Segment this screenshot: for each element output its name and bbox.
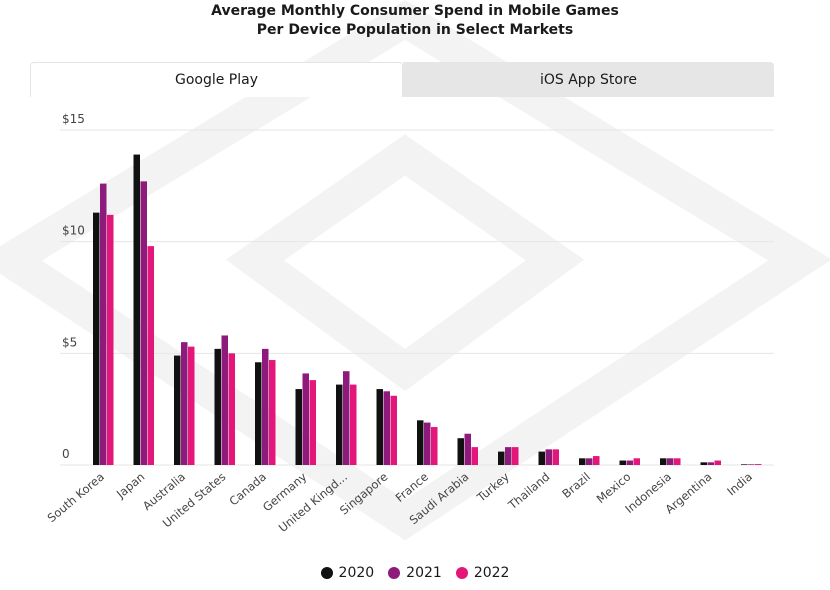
- bar-12-2020: [579, 458, 586, 465]
- bar-16-2020: [741, 464, 748, 465]
- legend-label-2021: 2021: [406, 565, 442, 581]
- bar-9-2021: [464, 433, 471, 465]
- bar-2-2021: [181, 342, 188, 465]
- bar-10-2021: [505, 447, 512, 465]
- bar-14-2021: [667, 458, 674, 465]
- bar-13-2021: [626, 460, 633, 465]
- bar-3-2021: [221, 335, 228, 465]
- bar-7-2021: [383, 391, 390, 465]
- legend-dot-2020: [320, 567, 333, 579]
- bar-13-2020: [619, 460, 626, 465]
- bar-15-2022: [714, 460, 721, 465]
- bar-4-2020: [255, 362, 262, 465]
- bar-16-2022: [755, 464, 762, 465]
- chart-title: Average Monthly Consumer Spend in Mobile…: [0, 2, 830, 40]
- bar-7-2022: [390, 395, 397, 465]
- x-tick-label-11: Thailand: [505, 470, 553, 513]
- bar-12-2022: [593, 456, 600, 465]
- bar-6-2020: [336, 384, 343, 465]
- bar-1-2020: [133, 154, 140, 466]
- bar-3-2020: [214, 348, 221, 465]
- bar-3-2022: [228, 353, 235, 465]
- bar-11-2022: [552, 449, 559, 465]
- bar-10-2022: [512, 447, 519, 465]
- bar-16-2021: [748, 464, 755, 465]
- tab-google-play[interactable]: Google Play: [30, 62, 403, 97]
- bar-8-2021: [424, 422, 431, 465]
- bar-1-2022: [147, 246, 154, 465]
- bar-10-2020: [498, 451, 505, 465]
- bar-15-2021: [707, 462, 714, 465]
- bar-8-2022: [431, 427, 438, 465]
- bar-12-2021: [586, 458, 593, 465]
- bar-5-2021: [302, 373, 309, 465]
- bar-5-2020: [295, 389, 302, 465]
- bar-11-2021: [545, 449, 552, 465]
- x-tick-label-0: South Korea: [45, 470, 107, 526]
- legend-dot-2022: [455, 567, 468, 579]
- platform-tabs: Google Play iOS App Store: [30, 62, 774, 97]
- bar-0-2020: [93, 212, 100, 465]
- bar-14-2022: [674, 458, 681, 465]
- chart-title-line-2: Per Device Population in Select Markets: [256, 22, 574, 38]
- x-tick-label-12: Brazil: [559, 470, 593, 501]
- chart-title-line-1: Average Monthly Consumer Spend in Mobile…: [211, 3, 619, 19]
- y-tick-label-0: 0: [62, 447, 70, 461]
- legend-dot-2021: [388, 567, 401, 579]
- bar-9-2020: [457, 438, 464, 465]
- bar-9-2022: [471, 447, 478, 465]
- bar-0-2022: [107, 214, 114, 465]
- bar-4-2022: [269, 360, 276, 465]
- bar-14-2020: [660, 458, 667, 465]
- bar-1-2021: [140, 181, 147, 465]
- bar-2-2022: [188, 346, 195, 465]
- legend-item-2020[interactable]: 2020: [320, 565, 375, 581]
- bar-2-2020: [174, 355, 181, 465]
- bar-13-2022: [633, 458, 640, 465]
- bar-0-2021: [100, 183, 107, 465]
- bar-6-2022: [350, 384, 357, 465]
- bar-15-2020: [700, 462, 707, 465]
- y-tick-label-5: $5: [62, 335, 77, 349]
- x-tick-label-1: Japan: [113, 470, 147, 502]
- x-tick-label-6: United Kingd...: [276, 470, 350, 535]
- chart-legend: 2020 2021 2022: [0, 565, 830, 581]
- tab-ios-app-store[interactable]: iOS App Store: [403, 62, 774, 97]
- bar-6-2021: [343, 371, 350, 465]
- bar-11-2020: [538, 451, 545, 465]
- bar-8-2020: [417, 420, 424, 465]
- y-tick-label-15: $15: [62, 112, 85, 126]
- legend-item-2022[interactable]: 2022: [455, 565, 510, 581]
- bar-7-2020: [376, 389, 383, 465]
- legend-label-2020: 2020: [338, 565, 375, 581]
- bar-5-2022: [309, 380, 316, 465]
- legend-item-2021[interactable]: 2021: [388, 565, 442, 581]
- legend-label-2022: 2022: [473, 565, 510, 581]
- bar-4-2021: [262, 348, 269, 465]
- x-tick-label-16: India: [724, 470, 755, 499]
- y-tick-label-10: $10: [62, 224, 85, 238]
